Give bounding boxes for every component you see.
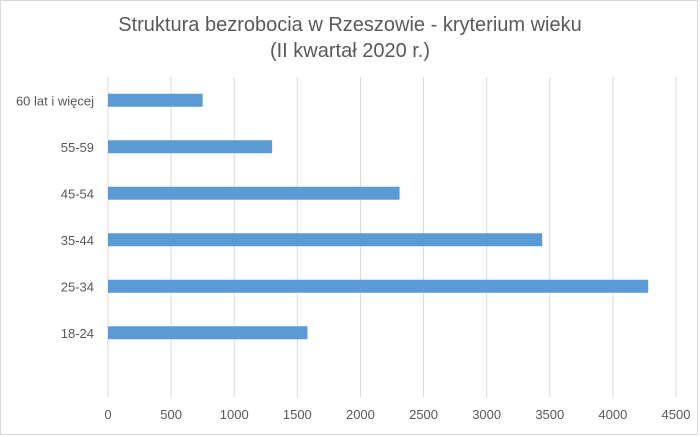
x-tick-label: 1000 <box>220 407 249 422</box>
category-label: 60 lat i więcej <box>16 93 94 108</box>
x-tick-label: 4000 <box>598 407 627 422</box>
x-tick-labels: 0 500 1000 1500 2000 2500 3000 3500 4000 4500 <box>104 407 690 422</box>
category-label: 55-59 <box>61 140 94 155</box>
x-tick-label: 3000 <box>472 407 501 422</box>
x-tick-label: 3500 <box>535 407 564 422</box>
x-tick-label: 2500 <box>409 407 438 422</box>
gridlines <box>107 77 677 397</box>
category-label: 35-44 <box>61 233 94 248</box>
x-tick-label: 0 <box>104 407 111 422</box>
chart-subtitle: (II kwartał 2020 r.) <box>270 40 430 62</box>
category-labels: 60 lat i więcej 55-59 45-54 35-44 25-34 18-24 <box>16 93 94 341</box>
category-label: 25-34 <box>61 279 94 294</box>
bar-45-54 <box>108 186 400 200</box>
x-tick-label: 4500 <box>662 407 691 422</box>
x-tick-label: 2000 <box>346 407 375 422</box>
bar-group <box>108 93 649 340</box>
x-tick-label: 500 <box>160 407 182 422</box>
chart-title: Struktura bezrobocia w Rzeszowie - kryte… <box>118 14 582 36</box>
bar-35-44 <box>108 233 543 247</box>
category-label: 18-24 <box>61 326 94 341</box>
bar-60-lat-i-więcej <box>108 93 203 107</box>
bar-18-24 <box>108 326 308 340</box>
category-label: 45-54 <box>61 186 94 201</box>
bar-55-59 <box>108 140 273 154</box>
bar-25-34 <box>108 279 649 293</box>
x-tick-label: 1500 <box>283 407 312 422</box>
